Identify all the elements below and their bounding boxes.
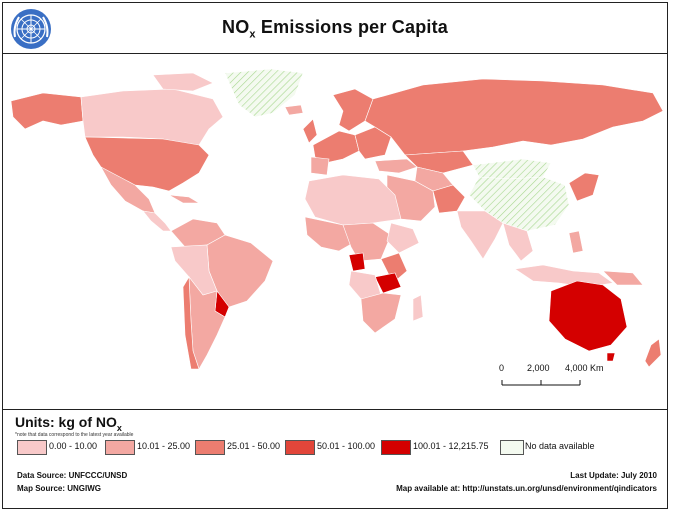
region-tasmania [606, 352, 616, 362]
legend-note: *note that data correspond to the latest… [15, 432, 134, 438]
region-iberia [310, 156, 330, 176]
scale-label-4000: 4,000 Km [565, 363, 604, 373]
region-iran [432, 184, 466, 214]
region-alaska [10, 92, 84, 130]
legend-swatch-no-data [500, 440, 524, 455]
legend-label-0-10: 0.00 - 10.00 [49, 441, 98, 451]
region-papua [602, 270, 644, 286]
map-frame: NOx Emissions per Capita [2, 2, 668, 509]
region-uk [302, 118, 318, 144]
region-north-africa [304, 174, 402, 226]
region-chile [182, 275, 200, 370]
map-url: Map available at: http://unstats.un.org/… [396, 484, 657, 493]
legend-label-50-100: 50.01 - 100.00 [317, 441, 376, 451]
scale-bar-line [501, 380, 581, 386]
region-horn-of-africa [386, 222, 420, 254]
region-russia [364, 78, 664, 156]
scale-label-2000: 2,000 [527, 363, 550, 373]
region-canada [80, 88, 224, 146]
legend-swatch-0-10 [17, 440, 47, 455]
region-greenland [224, 68, 304, 118]
region-central-america [142, 210, 172, 232]
region-philippines [568, 230, 584, 254]
map-footer: Data Source: UNFCCC/UNSD Map Source: UNG… [3, 463, 667, 508]
legend-label-100-plus: 100.01 - 12,215.75 [413, 441, 489, 451]
region-southern-africa [360, 292, 402, 334]
region-turkey-caucasus [374, 158, 418, 174]
map-header: NOx Emissions per Capita [3, 3, 667, 54]
region-indonesia [514, 264, 614, 288]
legend-swatch-10-25 [105, 440, 135, 455]
region-china [468, 176, 570, 232]
legend-swatch-25-50 [195, 440, 225, 455]
legend-swatch-100-plus [381, 440, 411, 455]
region-canada-islands [152, 72, 214, 92]
region-southeast-asia [502, 222, 534, 262]
region-scandinavia [332, 88, 374, 132]
legend-label-25-50: 25.01 - 50.00 [227, 441, 281, 451]
region-usa [84, 136, 210, 192]
legend-swatch-50-100 [285, 440, 315, 455]
map-legend: Units: kg of NOx *note that data corresp… [3, 410, 667, 460]
region-korea-japan [568, 172, 600, 202]
region-mongolia [472, 158, 552, 180]
world-map: 0 2,000 4,000 Km [3, 55, 667, 410]
scale-label-0: 0 [499, 363, 505, 373]
map-title: NOx Emissions per Capita [222, 17, 448, 41]
world-map-svg [10, 68, 664, 370]
region-australia [548, 280, 628, 352]
region-zambia [374, 272, 402, 294]
scale-bar: 0 2,000 4,000 Km [493, 361, 613, 401]
legend-label-no-data: No data available [525, 441, 595, 451]
region-kazakhstan [404, 150, 474, 174]
last-update: Last Update: July 2010 [570, 471, 657, 480]
region-new-zealand [644, 338, 662, 368]
region-caribbean [168, 194, 201, 204]
legend-units: Units: kg of NOx [15, 414, 122, 433]
legend-label-10-25: 10.01 - 25.00 [137, 441, 191, 451]
region-madagascar [412, 294, 424, 322]
data-source: Data Source: UNFCCC/UNSD [17, 471, 128, 480]
region-india [456, 210, 504, 260]
un-emblem-icon [11, 9, 51, 49]
map-source: Map Source: UNGIWG [17, 484, 102, 493]
region-iceland [284, 104, 304, 116]
region-congo [348, 252, 366, 272]
